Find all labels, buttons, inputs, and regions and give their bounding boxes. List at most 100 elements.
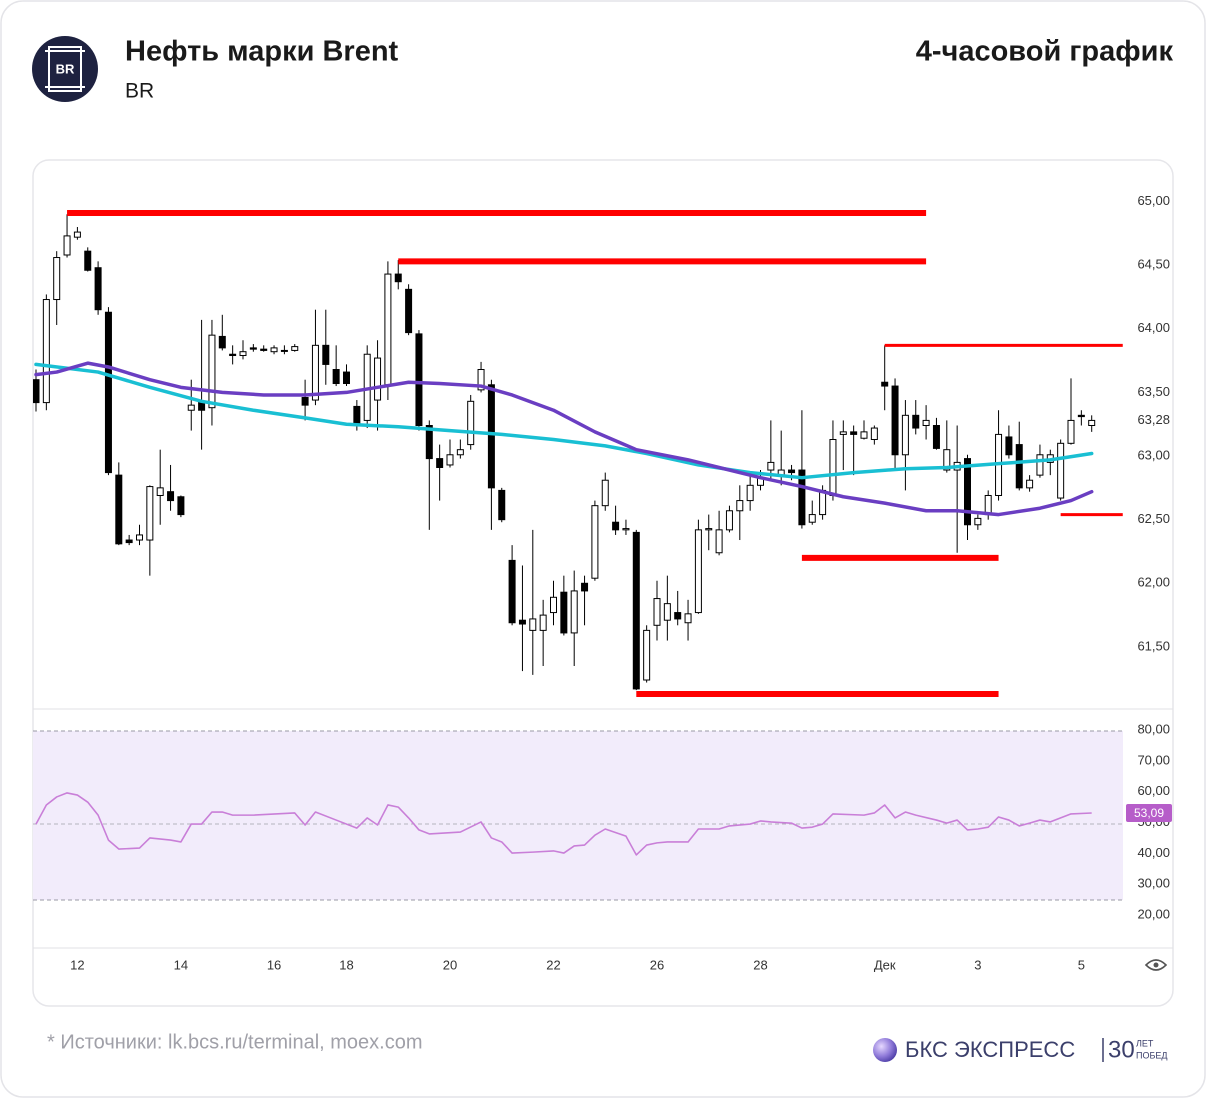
candle-body — [860, 431, 868, 439]
candle-body — [1036, 454, 1044, 476]
candle-body — [343, 371, 350, 385]
candle-body — [1026, 479, 1034, 489]
candle-body — [529, 618, 537, 631]
brand-years-word: ЛЕТ — [1136, 1038, 1154, 1048]
candle-body — [177, 496, 185, 516]
y-tick-label: 70,00 — [1137, 752, 1170, 767]
candle-body — [539, 614, 547, 631]
candle-body — [550, 596, 557, 614]
y-tick-label: 20,00 — [1137, 906, 1170, 921]
candle-body — [456, 449, 464, 456]
period: 4-часовой график — [916, 36, 1174, 68]
moving-average — [34, 362, 1094, 480]
logo-frame — [48, 46, 82, 92]
candle-body — [33, 379, 40, 404]
y-tick-label: 61,50 — [1137, 638, 1170, 653]
x-tick-label: 12 — [70, 957, 84, 972]
candle-body — [249, 347, 257, 350]
candle-body — [736, 500, 744, 512]
candle-body — [715, 529, 723, 554]
brand: БКС ЭКСПРЕСС — [905, 1037, 1075, 1062]
candle-body — [487, 384, 495, 489]
candle-body — [208, 334, 216, 409]
candle-body — [788, 469, 796, 474]
x-tick-label: 3 — [974, 957, 981, 972]
candle-body — [84, 250, 92, 271]
candle-body — [425, 425, 433, 460]
x-tick-label: 16 — [267, 957, 281, 972]
logo-text: BR — [56, 61, 75, 76]
x-tick-label: 20 — [443, 957, 457, 972]
candle-body — [156, 487, 164, 496]
x-tick-label: 5 — [1078, 957, 1085, 972]
candle-body — [901, 414, 909, 456]
candle-body — [632, 531, 640, 690]
settings-icon[interactable] — [1144, 959, 1168, 971]
candle-body — [187, 404, 195, 411]
brand-years: 30 — [1108, 1036, 1135, 1063]
candle-body — [870, 427, 878, 441]
candle-body — [581, 582, 589, 592]
candle-body — [508, 559, 516, 624]
axes: 65,00 64,50 64,00 63,50 63,00 62,50 62,00 61,50… — [67, 193, 1172, 972]
candle-body — [104, 311, 112, 474]
candle-body — [136, 534, 143, 541]
candle-body — [560, 591, 568, 634]
candle-body — [591, 505, 599, 579]
candle-body — [42, 299, 50, 404]
candle-body — [353, 405, 361, 427]
candle-body — [891, 385, 899, 456]
y-tick-label: 30,00 — [1137, 876, 1170, 891]
candle-body — [94, 267, 102, 311]
candle-body — [467, 400, 475, 446]
candle-body — [829, 439, 837, 496]
candle-body — [405, 288, 413, 334]
y-tick-label: 63,00 — [1137, 447, 1170, 462]
x-tick-label: 26 — [650, 957, 664, 972]
candle-body — [518, 619, 526, 625]
y-tick-label: 63,50 — [1137, 384, 1170, 399]
y-tick-label: 64,00 — [1137, 320, 1170, 335]
candle-body — [63, 235, 71, 256]
candle-body — [446, 454, 454, 466]
candle-body — [301, 397, 309, 406]
candle-body — [146, 486, 154, 541]
title: Нефть марки Brent — [125, 36, 399, 68]
candle-body — [974, 517, 982, 526]
candle-body — [322, 344, 330, 365]
candle-body — [332, 369, 340, 385]
price-plot — [33, 214, 1096, 691]
candle-body — [653, 598, 661, 626]
candle-body — [746, 484, 754, 502]
x-tick-label: Дек — [874, 957, 896, 972]
rsi-band — [33, 731, 1123, 900]
last-value-box — [1126, 803, 1172, 822]
y-tick-label: 62,00 — [1137, 575, 1170, 590]
candle-body — [291, 346, 299, 351]
last-price-label: 63,28 — [1137, 412, 1170, 427]
candle-body — [643, 629, 651, 681]
candle-body — [663, 603, 671, 621]
moving-average — [34, 361, 1094, 517]
candle-body — [674, 612, 682, 620]
eye-icon[interactable] — [1144, 959, 1168, 971]
x-tick-label: 18 — [339, 957, 353, 972]
candle-body — [498, 489, 506, 521]
candle-body — [694, 529, 702, 614]
candle-body — [798, 469, 806, 526]
y-tick-label: 62,50 — [1137, 511, 1170, 526]
candle-body — [725, 510, 733, 531]
candle-body — [270, 347, 278, 353]
source: * Источники: lk.bcs.ru/terminal, moex.co… — [47, 1031, 423, 1053]
candle-body — [436, 458, 444, 468]
candle-body — [808, 514, 816, 523]
candle-body — [115, 474, 123, 545]
candle-body — [167, 491, 175, 502]
candle-body — [1005, 436, 1013, 456]
candle-body — [912, 414, 920, 429]
candle-body — [280, 349, 288, 352]
eye-pupil — [1153, 962, 1159, 968]
candle-body — [1015, 444, 1023, 489]
candle-body — [601, 479, 609, 507]
candle-body — [73, 231, 81, 238]
